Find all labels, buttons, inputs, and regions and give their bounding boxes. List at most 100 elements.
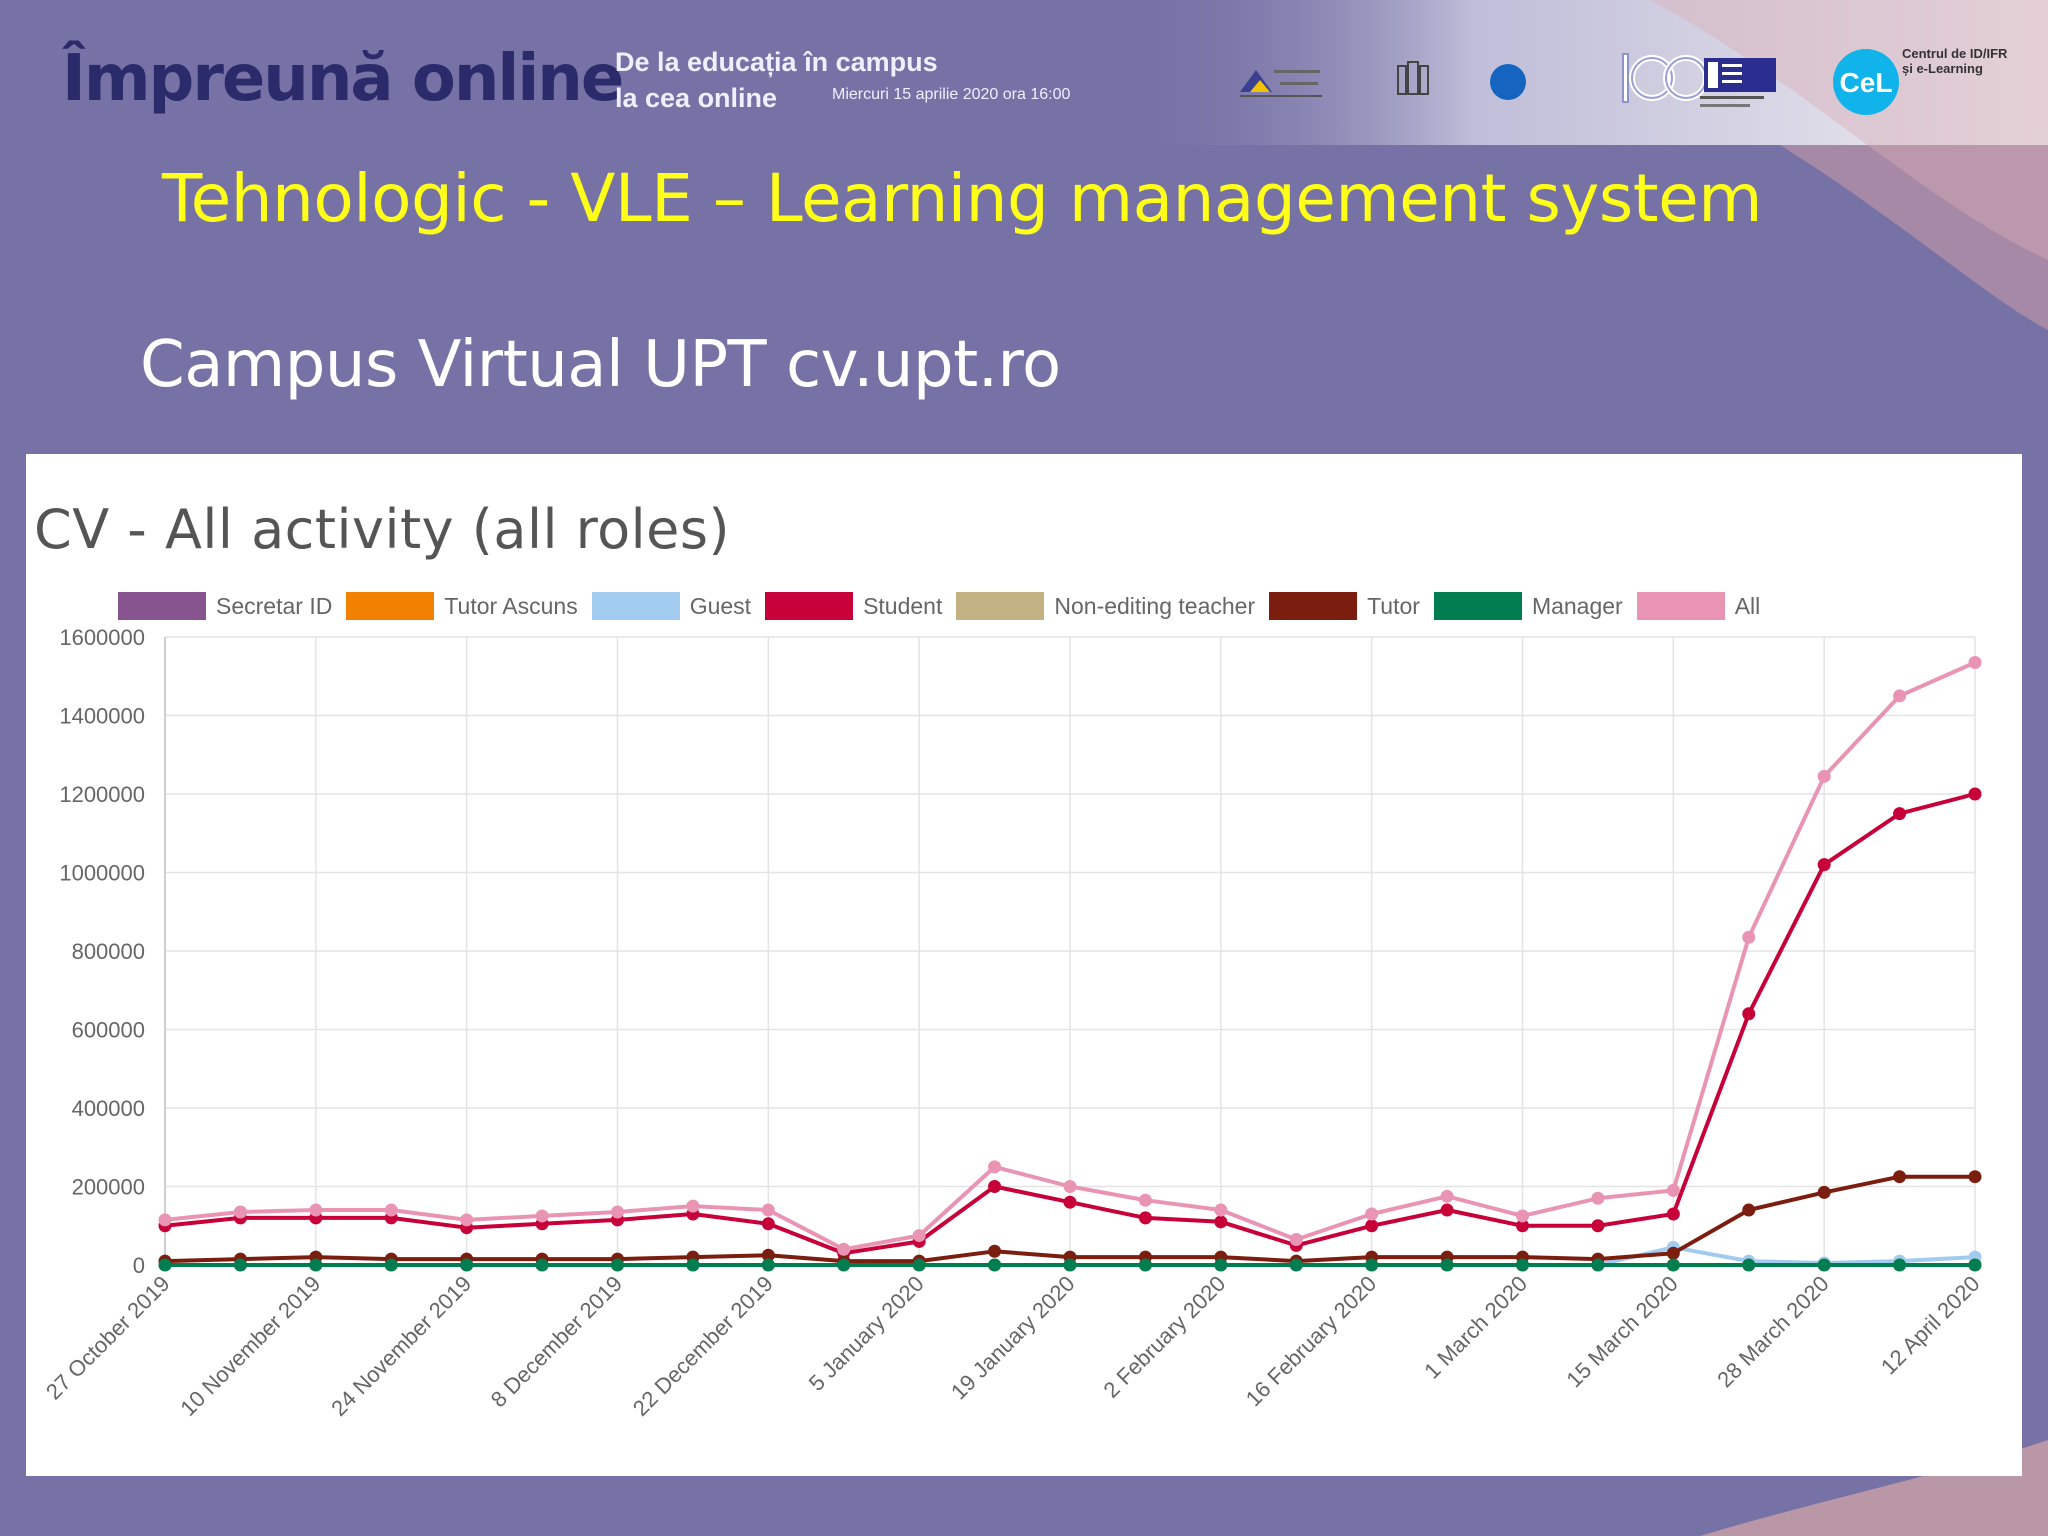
point-manager (1666, 1258, 1680, 1272)
point-student (1893, 807, 1907, 821)
point-all (1893, 689, 1907, 703)
point-all (1289, 1232, 1303, 1246)
point-all (1591, 1191, 1605, 1205)
point-manager (460, 1258, 474, 1272)
point-manager (1214, 1258, 1228, 1272)
point-tutor (1817, 1185, 1831, 1199)
point-all (912, 1229, 926, 1243)
x-tick-label: 8 December 2019 (486, 1271, 627, 1412)
point-student (1063, 1195, 1077, 1209)
legend-item-all[interactable]: All (1636, 592, 1761, 620)
cel-caption-line1: Centrul de ID/IFR (1902, 46, 2008, 61)
legend-swatch (1636, 592, 1725, 620)
y-tick-label: 1000000 (59, 861, 145, 886)
upt-monogram-logo (1397, 61, 1429, 95)
point-student (988, 1180, 1002, 1193)
x-tick-label: 5 January 2020 (804, 1271, 929, 1396)
point-tutor (1666, 1246, 1680, 1260)
point-manager (912, 1258, 926, 1272)
legend-label: Manager (1531, 592, 1623, 619)
point-all (761, 1203, 775, 1217)
point-student (761, 1217, 775, 1231)
x-tick-label: 1 March 2020 (1419, 1271, 1532, 1384)
point-manager (1289, 1258, 1303, 1272)
point-all (158, 1213, 172, 1227)
legend-swatch (956, 592, 1045, 620)
point-all (233, 1205, 247, 1219)
point-manager (1893, 1258, 1907, 1272)
point-all (1742, 930, 1756, 944)
legend-label: Tutor Ascuns (444, 592, 578, 619)
point-tutor (1742, 1203, 1756, 1217)
centenary-100-logo (1622, 53, 1776, 107)
legend-item-guest[interactable]: Guest (591, 592, 751, 620)
x-tick-label: 19 January 2020 (946, 1271, 1080, 1405)
point-all (988, 1160, 1002, 1174)
chart-panel: CV - All activity (all roles) Secretar I… (26, 454, 2022, 1476)
legend-label: Non-editing teacher (1054, 592, 1256, 619)
point-manager (611, 1258, 624, 1272)
point-student (1817, 858, 1831, 872)
point-manager (1742, 1258, 1756, 1272)
legend-swatch (1433, 592, 1522, 620)
slide-title: Tehnologic - VLE – Learning management s… (162, 160, 1763, 237)
point-all (460, 1213, 474, 1227)
point-manager (1591, 1258, 1605, 1272)
legend-item-manager[interactable]: Manager (1433, 592, 1623, 620)
legend-item-secretar-id[interactable]: Secretar ID (118, 592, 332, 620)
point-all (1817, 769, 1831, 783)
legend-item-student[interactable]: Student (765, 592, 942, 620)
tagline: De la educația în campus la cea online (615, 44, 938, 116)
point-manager (158, 1258, 172, 1272)
line-chart: 0 200000 400000 600000 800000 1000000 1200000 1… (41, 625, 1985, 1421)
chart-title: CV - All activity (all roles) (34, 498, 731, 561)
point-tutor (761, 1248, 775, 1262)
legend-swatch (1269, 592, 1358, 620)
partner-logos: CeL Centrul de ID/IFR și e-Learning (1240, 46, 2008, 115)
point-manager (1365, 1258, 1379, 1272)
y-tick-label: 800000 (72, 939, 145, 964)
point-all (309, 1203, 323, 1217)
cel-caption-line2: și e-Learning (1902, 61, 1983, 76)
legend-label: Student (863, 592, 943, 619)
legend-item-tutor-ascuns[interactable]: Tutor Ascuns (346, 592, 578, 620)
cel-logo-text: CeL (1840, 67, 1893, 98)
point-all (1214, 1203, 1228, 1217)
x-tick-label: 15 March 2020 (1561, 1271, 1682, 1392)
legend-item-tutor[interactable]: Tutor (1269, 592, 1420, 620)
point-manager (1817, 1258, 1831, 1272)
tagline-line2: la cea online (615, 83, 778, 113)
x-tick-label: 28 March 2020 (1712, 1271, 1833, 1392)
point-tutor (1893, 1170, 1907, 1184)
point-all (611, 1205, 624, 1219)
x-tick-label: 22 December 2019 (628, 1271, 778, 1421)
point-student (1138, 1211, 1152, 1225)
point-student (1516, 1219, 1529, 1233)
point-all (1440, 1189, 1454, 1203)
point-manager (1516, 1258, 1529, 1272)
legend-label: All (1734, 592, 1761, 619)
y-tick-label: 1200000 (59, 782, 145, 807)
point-all (1516, 1209, 1529, 1223)
point-student (1742, 1007, 1756, 1021)
cel-logo: CeL Centrul de ID/IFR și e-Learning (1833, 46, 2008, 115)
y-tick-label: 400000 (72, 1096, 145, 1121)
point-manager (686, 1258, 700, 1272)
point-all (837, 1242, 851, 1256)
tagline-line1: De la educația în campus (615, 47, 938, 77)
point-all (384, 1203, 398, 1217)
romania-logo (1240, 70, 1322, 97)
point-manager (1063, 1258, 1077, 1272)
slide-subtitle: Campus Virtual UPT cv.upt.ro (140, 328, 1061, 402)
point-all (1365, 1207, 1379, 1221)
y-tick-label: 0 (133, 1253, 145, 1278)
legend-item-non-editing-teacher[interactable]: Non-editing teacher (956, 592, 1255, 620)
point-student (1365, 1219, 1379, 1233)
point-student (1214, 1215, 1228, 1229)
point-student (1968, 787, 1982, 801)
point-manager (837, 1258, 851, 1272)
point-manager (761, 1258, 775, 1272)
point-manager (1138, 1258, 1152, 1272)
legend-swatch (346, 592, 435, 620)
event-date: Miercuri 15 aprilie 2020 ora 16:00 (832, 86, 1071, 103)
